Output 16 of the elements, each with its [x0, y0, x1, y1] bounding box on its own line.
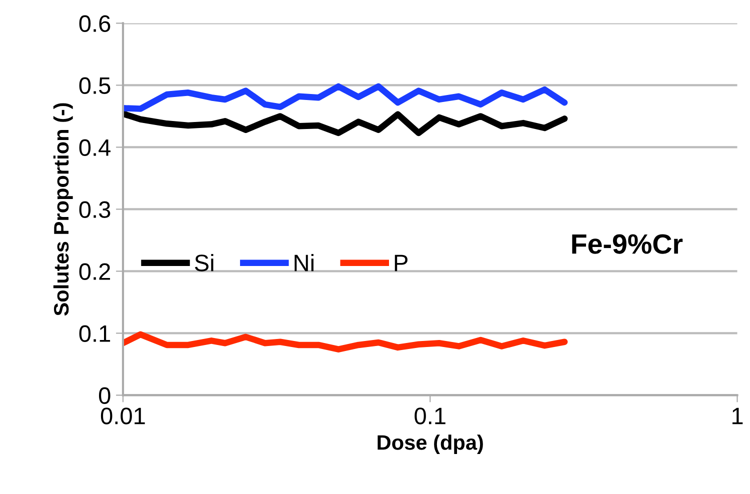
- x-axis-title: Dose (dpa): [378, 434, 483, 454]
- legend-label: Si: [194, 254, 214, 272]
- y-tick-label: 0.5: [79, 77, 110, 94]
- x-tick-label: 1: [732, 408, 743, 424]
- x-tick-label: 0.1: [414, 408, 446, 424]
- y-tick-label: 0.1: [79, 325, 110, 342]
- y-tick-label: 0.4: [79, 139, 111, 156]
- x-tick-label: 0.01: [100, 408, 145, 424]
- y-tick-label: 0.2: [79, 263, 110, 280]
- legend-label: Ni: [294, 254, 314, 272]
- y-tick-label: 0.6: [79, 15, 110, 32]
- legend-label: P: [394, 254, 408, 272]
- y-axis-title: Solutes Proportion (-): [53, 103, 73, 316]
- annotation: Fe-9%Cr: [572, 234, 683, 254]
- y-tick-label: 0.3: [79, 201, 110, 218]
- y-tick-label: 0: [98, 387, 110, 404]
